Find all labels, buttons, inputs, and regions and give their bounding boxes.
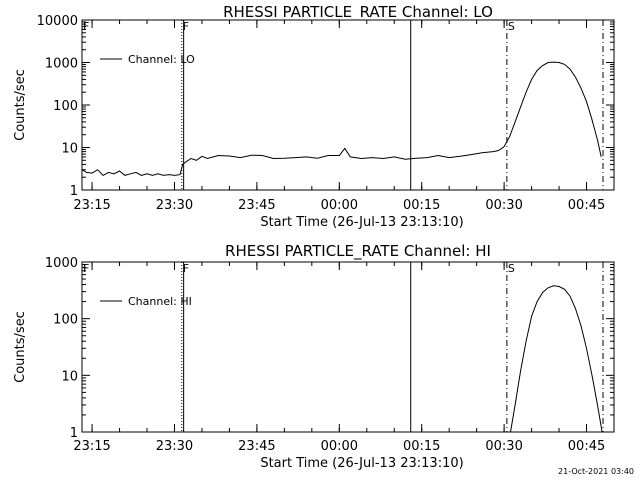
y-tick-label: 1: [70, 426, 78, 441]
x-tick-label: 00:00: [321, 198, 358, 213]
legend-entry: Channel: LO: [128, 53, 195, 66]
event-flag-label: F: [183, 20, 189, 33]
x-tick-label: 00:45: [568, 439, 605, 454]
chart-title: RHESSI PARTICLE_RATE Channel: HI: [225, 242, 491, 261]
event-flag-label: S: [508, 262, 515, 275]
y-tick-label: 10: [61, 369, 78, 384]
event-flag-label: F: [83, 262, 89, 275]
x-tick-label: 23:15: [73, 439, 110, 454]
x-tick-label: 23:30: [156, 439, 193, 454]
y-tick-label: 1000: [45, 256, 78, 271]
y-tick-label: 100: [53, 99, 78, 114]
x-tick-label: 23:45: [238, 439, 275, 454]
event-flag-label: F: [83, 20, 89, 33]
x-axis-label: Start Time (26-Jul-13 23:13:10): [260, 456, 463, 471]
y-tick-label: 100: [53, 313, 78, 328]
lo-channel-panel: RHESSI PARTICLE_RATE Channel: LO Counts/s…: [13, 3, 615, 230]
y-tick-label: 10: [61, 142, 78, 157]
x-axis-label: Start Time (26-Jul-13 23:13:10): [260, 215, 463, 230]
x-tick-label: 00:15: [403, 439, 440, 454]
x-tick-label: 23:45: [238, 198, 275, 213]
y-tick-label: 10000: [37, 14, 78, 29]
series-line: [510, 285, 603, 433]
legend-entry: Channel: HI: [128, 295, 192, 308]
event-flag-label: F: [183, 262, 189, 275]
x-tick-label: 00:30: [485, 439, 522, 454]
plot-frame: [81, 261, 615, 433]
x-tick-label: 00:45: [568, 198, 605, 213]
chart-title: RHESSI PARTICLE_RATE Channel: LO: [223, 3, 493, 22]
x-tick-label: 23:15: [73, 198, 110, 213]
event-flag-label: S: [508, 20, 515, 33]
x-tick-label: 00:30: [485, 198, 522, 213]
x-tick-label: 00:00: [321, 439, 358, 454]
x-tick-label: 23:30: [156, 198, 193, 213]
y-tick-label: 1000: [45, 57, 78, 72]
series-line: [81, 61, 602, 177]
y-tick-label: 1: [70, 184, 78, 199]
generation-timestamp: 21-Oct-2021 03:40: [558, 467, 634, 476]
y-axis-label: Counts/sec: [13, 311, 28, 383]
hi-channel-panel: RHESSI PARTICLE_RATE Channel: HI Counts/s…: [13, 242, 615, 471]
x-tick-label: 00:15: [403, 198, 440, 213]
y-axis-label: Counts/sec: [13, 69, 28, 141]
